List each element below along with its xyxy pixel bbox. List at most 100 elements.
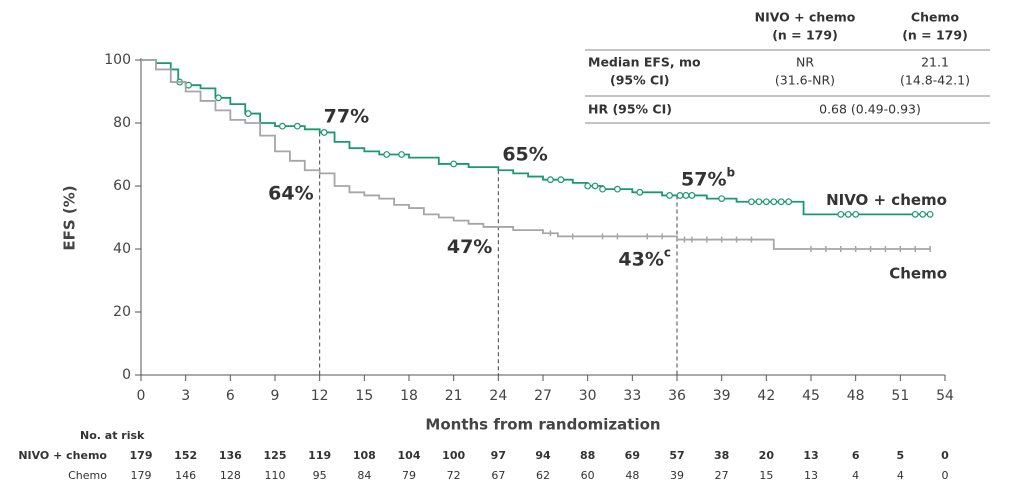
landmark-value: 77% <box>324 105 369 127</box>
table-cell: (31.6-NR) <box>775 73 835 88</box>
risk-count: 5 <box>897 449 905 462</box>
risk-count: 67 <box>491 469 505 482</box>
risk-count: 60 <box>581 469 595 482</box>
censor-mark <box>844 210 852 218</box>
censor-mark <box>599 185 606 193</box>
x-tick-label: 24 <box>489 388 507 404</box>
x-tick-label: 21 <box>445 388 463 404</box>
series-label: NIVO + chemo <box>826 191 947 209</box>
censor-mark <box>837 210 845 218</box>
y-tick-label: 60 <box>113 178 131 194</box>
censor-mark <box>383 151 391 158</box>
survival-curve <box>141 59 931 250</box>
censor-mark <box>777 198 785 206</box>
censor-mark <box>450 160 458 168</box>
censor-mark <box>762 198 770 206</box>
x-tick-label: 39 <box>713 388 731 404</box>
censor-mark <box>688 192 696 199</box>
risk-count: 20 <box>759 449 775 462</box>
risk-count: 0 <box>942 469 949 482</box>
x-tick-label: 42 <box>757 388 775 404</box>
censor-mark <box>614 185 621 193</box>
landmark-value: 43% <box>618 248 663 270</box>
risk-count: 94 <box>535 449 551 462</box>
censor-mark <box>785 198 793 206</box>
table-header: Chemo <box>911 10 960 25</box>
risk-count: 15 <box>759 469 773 482</box>
risk-count: 146 <box>175 469 196 482</box>
risk-count: 57 <box>669 449 684 462</box>
risk-count: 6 <box>852 449 860 462</box>
risk-count: 128 <box>220 469 241 482</box>
risk-count: 0 <box>941 449 949 462</box>
x-tick-label: 48 <box>847 388 865 404</box>
censor-mark <box>676 192 684 199</box>
risk-count: 179 <box>131 469 152 482</box>
risk-count: 13 <box>804 469 818 482</box>
table-header: (n = 179) <box>772 28 838 43</box>
risk-count: 62 <box>536 469 550 482</box>
risk-count: 69 <box>625 449 640 462</box>
landmark-label: 64% <box>268 182 313 204</box>
risk-count: 88 <box>580 449 595 462</box>
x-tick-label: 30 <box>579 388 597 404</box>
censor-mark <box>666 192 673 199</box>
landmark-label: 77% <box>324 105 369 127</box>
censor-mark <box>919 210 927 218</box>
x-tick-label: 0 <box>137 388 146 404</box>
summary-table: NIVO + chemo (n = 179) Chemo (n = 179) M… <box>585 10 990 124</box>
x-tick-label: 51 <box>891 388 909 404</box>
x-tick-label: 18 <box>400 388 418 404</box>
table-header: (n = 179) <box>902 28 968 43</box>
censor-mark <box>591 182 599 190</box>
censor-mark <box>279 122 286 130</box>
risk-count: 39 <box>670 469 684 482</box>
table-cell: HR (95% CI) <box>588 102 672 117</box>
risk-count: 13 <box>803 449 818 462</box>
censor-mark <box>320 129 328 136</box>
censor-mark <box>584 182 592 190</box>
y-axis-title: EFS (%) <box>61 185 79 250</box>
risk-count: 110 <box>265 469 286 482</box>
y-tick-label: 0 <box>122 367 131 383</box>
x-tick-label: 9 <box>271 388 280 404</box>
risk-count: 84 <box>357 469 371 482</box>
risk-row-name: NIVO + chemo <box>18 449 107 462</box>
table-cell: 0.68 (0.49-0.93) <box>819 102 921 117</box>
censor-mark <box>636 188 644 196</box>
risk-count: 152 <box>174 449 197 462</box>
censor-mark <box>911 210 919 218</box>
censor-mark <box>682 192 690 199</box>
censor-mark <box>718 195 726 203</box>
risk-count: 125 <box>264 449 287 462</box>
risk-count: 72 <box>447 469 461 482</box>
risk-title: No. at risk <box>80 429 145 442</box>
landmark-label: 57%b <box>681 165 735 190</box>
table-cell: NR <box>796 55 814 70</box>
risk-count: 48 <box>625 469 639 482</box>
table-cell: (14.8-42.1) <box>900 73 970 88</box>
censor-mark <box>215 94 222 102</box>
censor-mark <box>547 176 554 184</box>
landmark-label: 43%c <box>618 245 671 270</box>
risk-row-name: Chemo <box>68 469 107 482</box>
y-tick-label: 80 <box>113 115 131 131</box>
censor-mark <box>557 176 565 184</box>
landmark-value: 65% <box>502 143 547 165</box>
risk-count: 100 <box>442 449 465 462</box>
landmark-value: 64% <box>268 182 313 204</box>
risk-count: 119 <box>308 449 331 462</box>
risk-count: 4 <box>897 469 904 482</box>
risk-count: 95 <box>313 469 327 482</box>
censor-mark <box>755 198 763 206</box>
table-header: NIVO + chemo <box>755 10 856 25</box>
table-cell: Median EFS, mo <box>588 55 701 70</box>
landmark-footnote: b <box>726 165 735 179</box>
censor-mark <box>770 198 778 206</box>
censor-mark <box>926 210 934 218</box>
censor-mark <box>852 210 860 218</box>
x-tick-label: 54 <box>936 388 954 404</box>
y-tick-label: 100 <box>104 52 131 68</box>
table-cell: (95% CI) <box>610 73 670 88</box>
